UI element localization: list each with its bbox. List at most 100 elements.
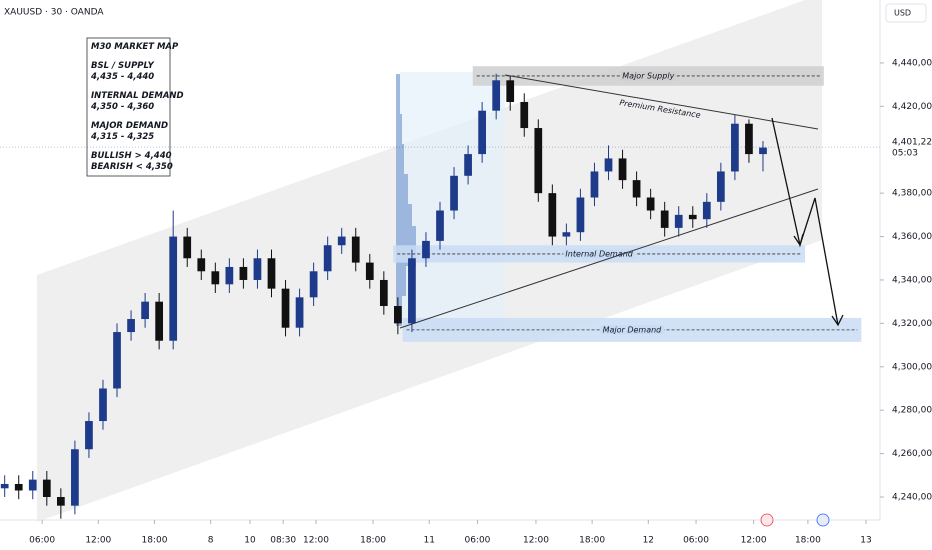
x-tick-label: 12:00 (85, 536, 111, 546)
zone-label-bg (600, 325, 665, 335)
x-tick-label: 18:00 (579, 536, 605, 546)
candle-body (155, 301, 164, 341)
candle-body (702, 201, 711, 220)
candle-body (169, 236, 178, 341)
y-tick-label: 4,260,000 (892, 449, 932, 459)
map-line: 4,315 - 4,325 (90, 132, 154, 142)
candle-body (379, 279, 388, 307)
map-line: INTERNAL DEMAND (91, 91, 184, 101)
candle-body (436, 210, 444, 241)
candle-body (239, 266, 248, 280)
candle-body (759, 147, 767, 155)
y-tick-label: 4,360,000 (892, 232, 932, 242)
candle-body (576, 197, 585, 233)
candle-body (113, 332, 121, 389)
candle-body (520, 102, 529, 129)
support-line (399, 188, 819, 329)
candle-body (351, 236, 360, 263)
candle-body (71, 449, 79, 506)
candle-body (618, 158, 627, 181)
candle-body (295, 297, 304, 328)
x-tick-label: 11 (424, 536, 435, 546)
candle-body (716, 171, 725, 202)
x-tick-label: 06:00 (29, 536, 55, 546)
x-tick-label: 12:00 (303, 536, 329, 546)
candle-body (127, 319, 135, 333)
map-line: BSL / SUPPLY (91, 61, 155, 71)
candle-body (0, 483, 9, 489)
x-tick-label: 06:00 (464, 536, 490, 546)
candle-body (688, 214, 697, 220)
map-line: MAJOR DEMAND (91, 121, 168, 131)
candle-body (464, 154, 472, 176)
x-tick-label: 8 (208, 536, 214, 546)
candle-body (197, 258, 206, 272)
candle-body (394, 306, 402, 324)
candle-body (365, 262, 374, 280)
candle-body (492, 80, 501, 111)
x-tick-label: 18:00 (360, 536, 386, 546)
x-tick-label: 06:00 (683, 536, 709, 546)
event-icon[interactable] (760, 513, 774, 527)
currency-box[interactable] (885, 3, 927, 23)
event-icon[interactable] (816, 513, 830, 527)
candle-body (99, 388, 107, 422)
candle-body (85, 421, 93, 450)
candle-body (506, 80, 515, 103)
candle-body (14, 483, 23, 491)
candle-body (646, 197, 655, 211)
zone-label: Major Supply (622, 71, 674, 80)
candle-body (281, 288, 290, 328)
countdown: 05:03 (892, 149, 918, 159)
x-tick-label: 10 (244, 536, 256, 546)
candle-body (337, 236, 346, 246)
candle-body (604, 158, 613, 172)
y-tick-label: 4,320,000 (892, 319, 932, 329)
candle-body (309, 271, 318, 298)
y-tick-label: 4,300,000 (892, 362, 932, 372)
candle-body (590, 171, 599, 198)
currency[interactable]: USD (894, 9, 911, 18)
map-line: 4,350 - 4,360 (90, 102, 154, 112)
last-price-label: 4,401,225 (892, 138, 932, 148)
zone-label: Internal Demand (565, 249, 633, 258)
y-tick-label: 4,240,000 (892, 492, 932, 502)
candle-body (422, 240, 430, 259)
y-tick-label: 4,280,000 (892, 406, 932, 416)
x-tick-label: 12 (643, 536, 654, 546)
candle-body (211, 271, 220, 285)
symbol: XAUUSD · 30 · OANDA (4, 8, 104, 18)
candle-body (141, 301, 149, 320)
candle-body (42, 479, 51, 497)
y-tick-label: 4,380,000 (892, 189, 932, 199)
x-tick-label: 12:00 (741, 536, 767, 546)
map-line: BEARISH < 4,350 (91, 162, 173, 172)
zone-label-bg (563, 249, 636, 259)
candle-body (731, 123, 739, 172)
map-line: 4,435 - 4,440 (90, 72, 154, 82)
resistance-line (504, 74, 819, 130)
candle-body (660, 210, 669, 228)
map-line: BULLISH > 4,440 (91, 151, 172, 161)
candle-body (183, 236, 192, 259)
x-tick-label: 12:00 (523, 536, 549, 546)
x-tick-label: 18:00 (795, 536, 821, 546)
candle-body (548, 193, 557, 237)
arrow-head (793, 233, 804, 247)
candle-body (534, 128, 543, 194)
candle-body (28, 479, 37, 491)
zone-label-bg (620, 71, 677, 81)
candle-body (408, 258, 416, 324)
candle-body (478, 110, 486, 155)
arrow-head (831, 314, 844, 327)
candle-body (745, 123, 753, 155)
candle-body (323, 245, 332, 272)
candle-body (267, 258, 276, 289)
y-tick-label: 4,440,000 (892, 58, 932, 68)
market-map-box (86, 37, 171, 177)
candle-body (225, 266, 234, 285)
y-tick-label: 4,340,000 (892, 275, 932, 285)
candle-body (56, 496, 65, 506)
x-tick-label: 08:30 (270, 536, 296, 546)
